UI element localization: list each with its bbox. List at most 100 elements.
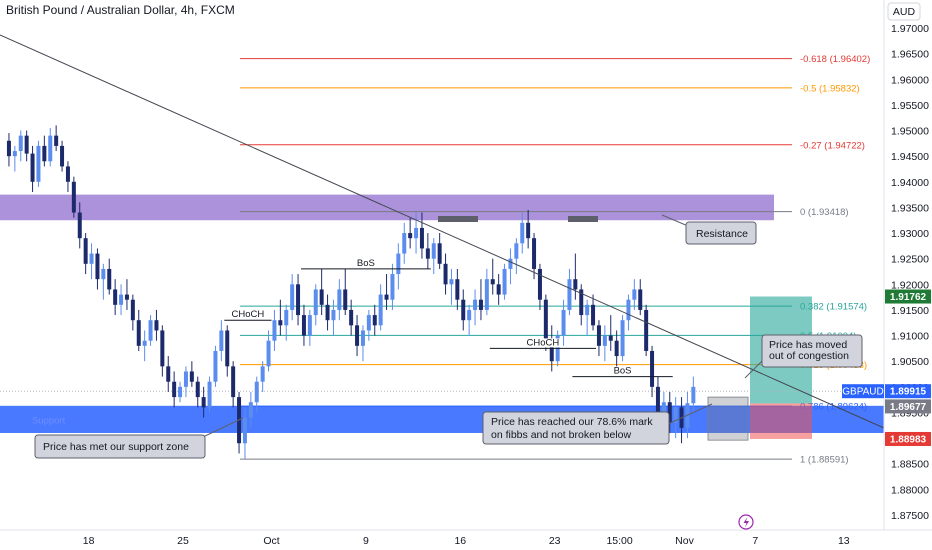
candle-body	[337, 289, 342, 310]
candle-body	[254, 381, 259, 403]
candle-body	[201, 397, 206, 408]
candle-body	[95, 253, 100, 280]
candle-body	[661, 402, 666, 413]
candle-body	[614, 340, 619, 357]
time-tick-label: Nov	[675, 535, 694, 547]
candle-body	[490, 279, 495, 285]
congestion-callout-box[interactable]	[761, 334, 863, 368]
candle-body	[166, 366, 171, 382]
candle-body	[425, 248, 430, 259]
candle-body	[113, 289, 118, 305]
support-zone	[0, 405, 884, 433]
price-tick-label: 1.96000	[891, 74, 929, 86]
candle-body	[266, 340, 271, 367]
structure-label: CHoCH	[232, 309, 265, 320]
price-badge-text: 1.88983	[890, 434, 927, 445]
candle-body	[60, 145, 65, 167]
candle-body	[543, 299, 548, 341]
price-badges: 1.91762 GBPAUD 1.89915 1.89677 1.88983	[842, 289, 931, 446]
candle-body	[514, 243, 519, 259]
candle-body	[101, 268, 106, 280]
candle-body	[172, 381, 177, 398]
candle-body	[160, 330, 165, 367]
candle-body	[343, 289, 348, 310]
candle-body	[154, 320, 159, 331]
price-tick-label: 1.91500	[891, 305, 929, 317]
price-badge-text: 1.91762	[890, 292, 927, 303]
candle-body	[296, 284, 301, 316]
candle-body	[301, 315, 306, 336]
time-tick-label: 7	[752, 535, 758, 547]
candle-body	[30, 153, 35, 182]
price-badge	[885, 431, 931, 446]
candle-body	[195, 381, 200, 398]
structure-label-bg	[229, 310, 266, 320]
candle-body	[402, 233, 407, 254]
fib-callout-line2: on fibbs and not broken below	[491, 429, 632, 441]
candle-body	[89, 253, 94, 264]
time-axis-panel[interactable]	[0, 530, 932, 550]
symbol-price-badge	[885, 384, 931, 399]
candle-body	[372, 315, 377, 326]
structure-label: BoS	[357, 258, 375, 269]
support-callout-pointer	[202, 417, 244, 438]
price-tick-label: 1.91000	[891, 331, 929, 343]
candle-body	[130, 299, 135, 321]
candle-body	[319, 289, 324, 305]
candle-body	[467, 309, 472, 321]
stop-loss-area	[750, 403, 812, 439]
resistance-callout-box[interactable]	[685, 221, 757, 245]
candle-body	[18, 135, 23, 152]
candle-body	[573, 279, 578, 290]
time-tick-label: 15:00	[606, 535, 632, 547]
fib-level-label: -0.27 (1.94722)	[800, 140, 865, 151]
fib-callout-box[interactable]	[482, 411, 670, 445]
currency-button[interactable]	[887, 2, 921, 21]
candle-body	[225, 330, 230, 367]
price-tick-label: 1.93000	[891, 228, 929, 240]
structure-label-bg	[353, 258, 378, 268]
time-tick-label: 18	[83, 535, 95, 547]
congestion-box	[707, 396, 749, 441]
candle-body	[567, 279, 572, 310]
price-tick-label: 1.88000	[891, 484, 929, 496]
candle-body	[673, 407, 678, 423]
fib-callout-pointer	[667, 403, 713, 425]
candle-body	[608, 335, 613, 341]
candle-body	[207, 381, 212, 408]
candle-body	[396, 253, 401, 275]
lightning-icon[interactable]	[738, 514, 754, 530]
fibonacci-layer: -0.618 (1.96402) -0.5 (1.95832) -0.27 (1.9…	[240, 54, 870, 466]
price-tick-label: 1.87500	[891, 510, 929, 522]
candle-body	[431, 243, 436, 259]
price-badge-text: 1.89677	[890, 402, 927, 413]
support-callout-box[interactable]	[34, 434, 206, 459]
candle-body	[650, 350, 655, 387]
candle-body	[54, 135, 59, 146]
double-top-marker	[568, 216, 598, 222]
candle-body	[124, 294, 129, 300]
candle-body	[579, 289, 584, 316]
candle-body	[183, 371, 188, 387]
currency-label: AUD	[893, 6, 916, 18]
candle-body	[360, 330, 365, 346]
candle-body	[596, 325, 601, 346]
candle-body	[219, 330, 224, 351]
trendline	[0, 34, 885, 429]
candle-body	[644, 309, 649, 351]
structure-label: BoS	[614, 366, 632, 377]
candle-body	[408, 233, 413, 239]
candle-body	[620, 320, 625, 357]
candle-body	[24, 135, 29, 154]
candle-body	[12, 151, 17, 157]
candle-body	[502, 268, 507, 295]
fib-level-label: -0.618 (1.96402)	[800, 54, 870, 65]
candle-body	[71, 181, 76, 213]
candle-body	[307, 315, 312, 336]
candle-body	[178, 386, 183, 398]
resistance-callout-text: Resistance	[696, 228, 748, 240]
candle-body	[278, 320, 283, 326]
candle-body	[36, 145, 41, 182]
candle-body	[272, 320, 277, 341]
